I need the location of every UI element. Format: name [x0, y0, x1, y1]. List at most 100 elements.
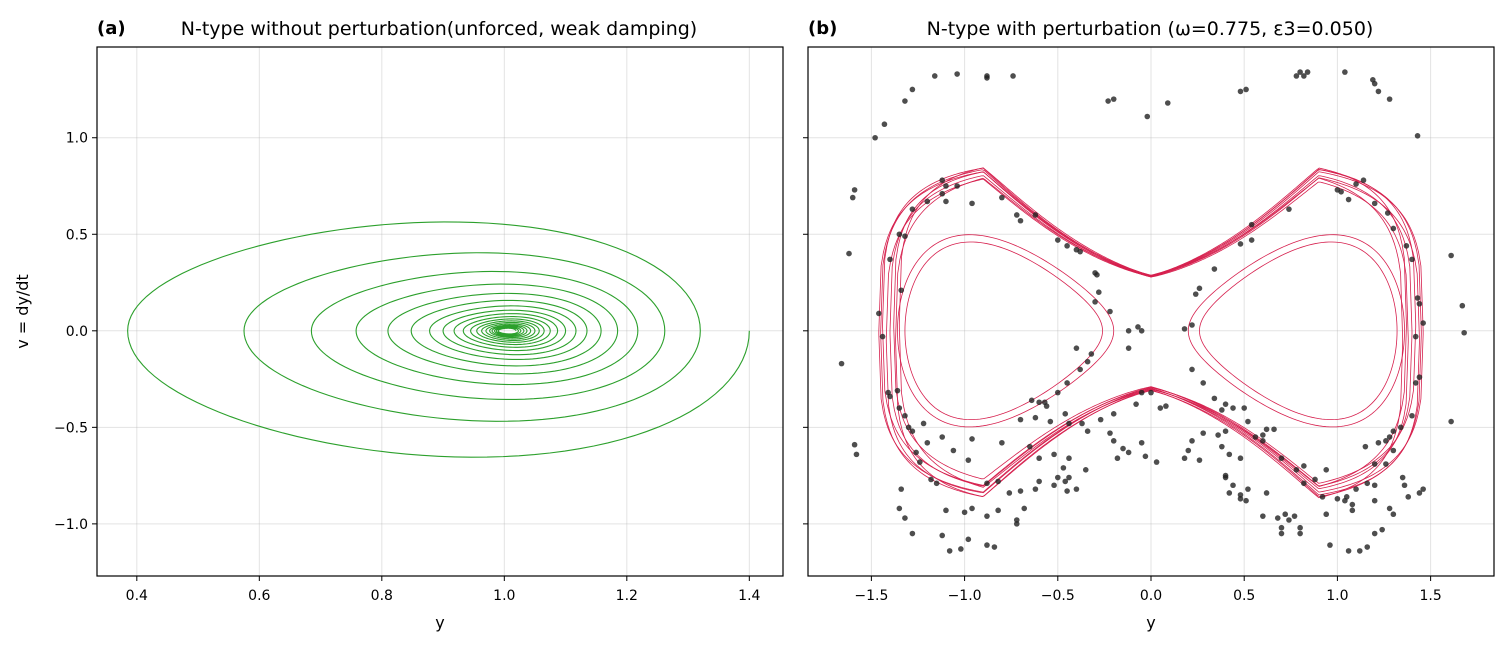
panel-b-scatter-points — [838, 69, 1467, 554]
panel-b-label: (b) — [808, 18, 837, 39]
panel-b-trajectory-orbit — [893, 171, 1409, 489]
panel-b-section-point — [1097, 416, 1104, 423]
panel-b-section-point — [1409, 412, 1415, 419]
panel-b-section-point — [1125, 328, 1132, 334]
panel-b-section-point — [1278, 524, 1285, 531]
panel-b-section-point — [1164, 100, 1171, 106]
panel-b-section-point — [1323, 511, 1330, 518]
panel-b-section-point — [1073, 345, 1080, 351]
panel-b-section-point — [1243, 497, 1249, 504]
panel-b-section-point — [1371, 461, 1378, 467]
panel-b-section-point — [1185, 447, 1192, 454]
panel-b-section-point — [1297, 524, 1303, 531]
panel-b-section-point — [1036, 399, 1042, 406]
panel-b-section-point — [1222, 401, 1229, 407]
panel-b-section-point — [1297, 69, 1303, 75]
panel-b-section-point — [1448, 252, 1454, 259]
panel-b-section-point — [894, 387, 901, 394]
panel-b-section-point — [1064, 380, 1070, 386]
panel-a-frame — [96, 46, 784, 577]
panel-b-section-point — [999, 194, 1005, 201]
panel-b-section-point — [1237, 241, 1244, 247]
panel-b-section-point — [984, 75, 990, 81]
panel-b-section-point — [909, 206, 916, 212]
panel-b-section-point — [991, 544, 998, 550]
panel-b-section-point — [1157, 405, 1164, 411]
panel-b-section-point — [1353, 486, 1359, 492]
panel-b-section-point — [1013, 521, 1020, 527]
panel-b-section-point — [1144, 113, 1151, 120]
panel-b-section-point — [995, 478, 1001, 485]
panel-b-section-point — [1405, 494, 1412, 500]
panel-b-section-point — [1362, 443, 1369, 450]
panel-b-section-point — [1211, 395, 1218, 402]
panel-a-y-tick-label: −0.5 — [54, 420, 88, 436]
panel-b-x-axis-label: y — [1146, 613, 1155, 632]
panel-a-x-tick-label: 0.8 — [371, 588, 393, 604]
panel-b-section-point — [939, 532, 946, 539]
panel-b-plot-area — [878, 167, 1424, 499]
panel-b-section-point — [995, 507, 1001, 514]
panel-a-y-tick-label: 1.0 — [66, 131, 88, 147]
panel-b-section-point — [1077, 366, 1083, 373]
panel-b-section-point — [1334, 187, 1341, 193]
panel-b-section-point — [969, 200, 975, 207]
panel-b-section-point — [1051, 482, 1057, 489]
panel-b-section-point — [943, 507, 949, 514]
panel-b-section-point — [1390, 447, 1397, 454]
panel-b-section-point — [920, 420, 927, 427]
panel-b-section-point — [1245, 486, 1251, 492]
panel-b-section-point — [1135, 324, 1141, 330]
panel-b-section-point — [1409, 256, 1415, 263]
panel-b-x-tick-label: −1.5 — [854, 588, 888, 604]
panel-b-section-point — [1054, 474, 1061, 481]
panel-b-section-point — [1297, 530, 1303, 537]
panel-b-section-point — [898, 486, 905, 492]
panel-b-section-point — [909, 428, 916, 435]
panel-b-section-point — [838, 360, 845, 367]
panel-b-section-point — [1401, 482, 1408, 489]
panel-b-section-point — [1248, 221, 1255, 228]
panel-b-section-point — [1237, 495, 1244, 502]
panel-b-section-point — [1200, 430, 1206, 436]
panel-b-title: N-type with perturbation (ω=0.775, ε3=0.… — [927, 18, 1374, 40]
panel-b-section-point — [1383, 461, 1389, 467]
panel-b-section-point — [1356, 548, 1363, 554]
panel-b-section-point — [1353, 181, 1359, 187]
panel-b-section-point — [939, 177, 946, 184]
panel-b-section-point — [1293, 467, 1300, 473]
panel-b-section-point — [1327, 542, 1333, 548]
panel-b-section-point — [939, 190, 946, 197]
panel-b-section-point — [1364, 480, 1371, 487]
panel-b-section-point — [1386, 505, 1393, 512]
panel-b-section-point — [1375, 439, 1382, 446]
panel-b-section-point — [1399, 474, 1406, 481]
panel-b-section-point — [913, 449, 919, 456]
panel-b-section-point — [849, 194, 856, 201]
panel-a-series-spiral — [127, 221, 750, 458]
panel-b-section-point — [872, 134, 878, 141]
panel-b-section-point — [1064, 488, 1070, 494]
panel-b-section-point — [1271, 426, 1277, 433]
panel-b-section-point — [1200, 380, 1206, 386]
panel-b-section-point — [1371, 530, 1378, 537]
panel-b-section-point — [1211, 266, 1218, 272]
panel-a-x-tick-label: 0.4 — [126, 588, 148, 604]
panel-b-section-point — [1148, 389, 1154, 396]
panel-b-section-point — [905, 424, 912, 431]
panel-b-section-point — [1189, 322, 1195, 328]
panel-b-section-point — [1010, 73, 1016, 79]
panel-b-section-point — [1237, 88, 1244, 95]
panel-b-section-point — [1110, 411, 1117, 417]
panel-b-section-point — [879, 333, 886, 340]
panel-b-trajectory-inner-lobe — [1199, 241, 1398, 421]
panel-b-section-point — [909, 530, 916, 537]
panel-b-section-point — [1390, 428, 1397, 435]
panel-b-section-point — [1291, 513, 1298, 519]
panel-b-section-point — [1006, 490, 1013, 496]
panel-b-section-point — [1386, 96, 1393, 102]
panel-b-section-point — [1334, 495, 1341, 502]
panel-b-x-tick-label: −1.0 — [948, 588, 982, 604]
panel-b-section-point — [1114, 455, 1121, 462]
panel-b-section-point — [946, 548, 953, 554]
